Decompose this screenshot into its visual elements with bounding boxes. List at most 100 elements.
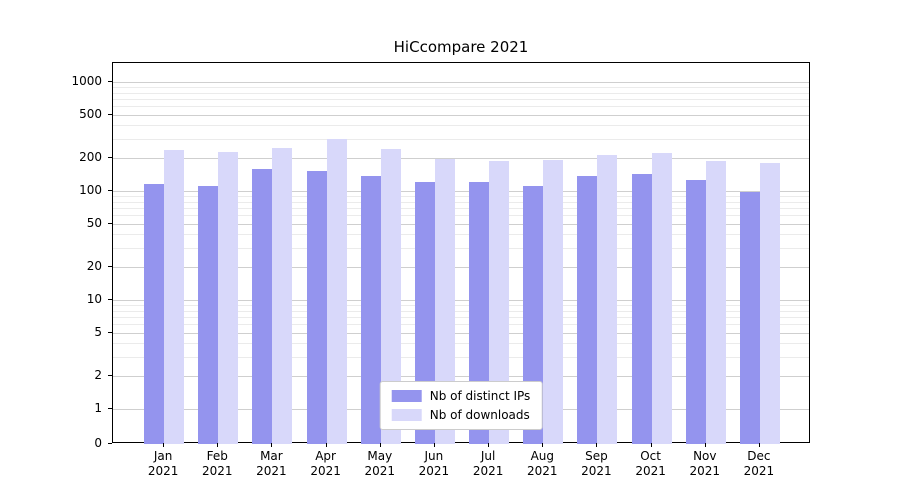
- x-tick-mark: [758, 443, 760, 447]
- minor-gridline: [113, 196, 809, 197]
- minor-gridline: [113, 92, 809, 94]
- x-tick-label: Sep 2021: [581, 449, 612, 478]
- y-tick-mark: [108, 375, 112, 377]
- legend-item-downloads: Nb of downloads: [391, 408, 531, 422]
- bar-distinct-ips: [414, 181, 435, 444]
- bar-distinct-ips: [252, 169, 273, 444]
- x-tick-mark: [704, 443, 706, 447]
- y-tick-label: 1000: [71, 74, 102, 88]
- y-tick-label: 0: [94, 436, 102, 450]
- minor-gridline: [113, 316, 809, 318]
- legend-swatch-distinct-ips: [391, 390, 422, 402]
- y-tick-label: 1: [94, 401, 102, 415]
- y-tick-label: 10: [86, 292, 102, 306]
- x-tick-mark: [325, 443, 327, 447]
- major-gridline: [113, 223, 809, 225]
- minor-gridline: [113, 215, 809, 217]
- bar-downloads: [705, 160, 726, 444]
- x-tick-label: Feb 2021: [202, 449, 233, 478]
- bar-distinct-ips: [360, 175, 381, 444]
- y-tick-mark: [108, 190, 112, 191]
- bar-distinct-ips: [739, 192, 760, 444]
- bar-distinct-ips: [469, 181, 490, 444]
- minor-gridline: [113, 343, 809, 345]
- minor-gridline: [113, 248, 809, 249]
- major-gridline: [113, 158, 809, 160]
- y-tick-label: 200: [79, 150, 102, 165]
- y-tick-mark: [108, 331, 112, 333]
- bar-distinct-ips: [577, 175, 598, 444]
- minor-gridline: [113, 234, 809, 236]
- x-tick-mark: [596, 443, 598, 447]
- y-tick-label: 500: [79, 106, 102, 121]
- minor-gridline: [113, 305, 809, 306]
- legend-item-distinct-ips: Nb of distinct IPs: [391, 389, 530, 403]
- plot-area: Nb of distinct IPs Nb of downloads: [112, 62, 810, 444]
- x-tick-label: Jan 2021: [147, 449, 179, 478]
- bar-distinct-ips: [631, 174, 652, 444]
- major-gridline: [113, 267, 809, 269]
- x-tick-mark: [650, 443, 652, 447]
- bar-distinct-ips: [685, 180, 706, 444]
- y-tick-label: 2: [94, 368, 102, 383]
- legend-label-downloads: Nb of downloads: [429, 408, 530, 422]
- minor-gridline: [113, 207, 809, 209]
- bar-downloads: [272, 147, 293, 444]
- bar-downloads: [651, 153, 672, 444]
- legend-swatch-downloads: [391, 409, 422, 421]
- x-tick-mark: [542, 443, 544, 447]
- minor-gridline: [113, 87, 809, 88]
- minor-gridline: [113, 98, 809, 100]
- major-gridline: [113, 82, 809, 83]
- x-tick-mark: [217, 443, 219, 447]
- x-tick-mark: [379, 443, 381, 447]
- x-tick-label: May 2021: [364, 449, 396, 478]
- x-tick-label: Nov 2021: [689, 449, 721, 478]
- major-gridline: [113, 114, 809, 116]
- x-tick-label: Jul 2021: [472, 449, 504, 478]
- y-tick-mark: [108, 113, 112, 115]
- y-tick-label: 20: [86, 259, 102, 274]
- y-tick-label: 50: [86, 215, 102, 230]
- bar-distinct-ips: [144, 184, 165, 444]
- minor-gridline: [113, 125, 809, 127]
- y-tick-label: 100: [79, 183, 102, 197]
- bar-downloads: [543, 160, 564, 444]
- bar-downloads: [380, 148, 401, 444]
- major-gridline: [113, 191, 809, 192]
- minor-gridline: [113, 324, 809, 326]
- x-tick-mark: [271, 443, 273, 447]
- legend: Nb of distinct IPs Nb of downloads: [379, 381, 543, 430]
- minor-gridline: [113, 106, 809, 108]
- bar-distinct-ips: [523, 185, 544, 444]
- x-tick-label: Apr 2021: [310, 449, 341, 478]
- y-tick-mark: [108, 157, 112, 159]
- bar-downloads: [326, 139, 347, 444]
- minor-gridline: [113, 310, 809, 312]
- minor-gridline: [113, 139, 809, 140]
- y-tick-mark: [108, 81, 112, 82]
- y-tick-mark: [108, 408, 112, 409]
- x-tick-label: Aug 2021: [527, 449, 558, 478]
- bar-downloads: [218, 152, 239, 444]
- x-tick-mark: [488, 443, 490, 447]
- major-gridline: [113, 332, 809, 334]
- y-tick-mark: [108, 266, 112, 268]
- y-tick-mark: [108, 443, 112, 444]
- y-tick-mark: [108, 222, 112, 224]
- bar-downloads: [597, 155, 618, 444]
- bar-downloads: [164, 149, 185, 444]
- x-tick-label: Jun 2021: [418, 449, 450, 478]
- bar-distinct-ips: [198, 185, 219, 444]
- minor-gridline: [113, 201, 809, 203]
- x-tick-mark: [433, 443, 435, 447]
- chart-title: HiCcompare 2021: [393, 38, 529, 56]
- bar-downloads: [489, 161, 510, 444]
- y-tick-label: 5: [94, 324, 102, 339]
- bar-downloads: [759, 163, 780, 444]
- y-tick-mark: [108, 299, 112, 300]
- x-tick-label: Oct 2021: [635, 449, 666, 478]
- x-tick-label: Dec 2021: [743, 449, 775, 478]
- x-tick-mark: [163, 443, 165, 447]
